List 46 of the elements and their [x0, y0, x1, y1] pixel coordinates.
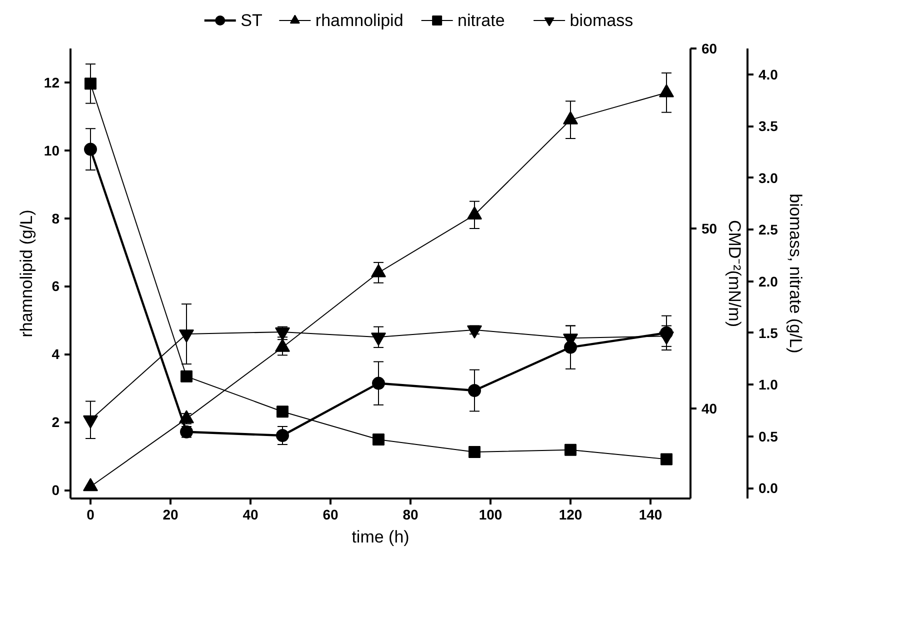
legend-label: biomass [570, 11, 634, 30]
y2-tick-label: 1.5 [758, 324, 778, 341]
y-tick-label: 0 [52, 482, 60, 498]
x-axis-title: time (h) [352, 528, 410, 546]
point [275, 338, 290, 352]
y2-tick-label: 2.0 [758, 273, 778, 290]
legend-label: nitrate [458, 11, 505, 30]
point [84, 142, 97, 156]
x-tick-label: 40 [242, 506, 258, 522]
y3-tick-label: 60 [702, 40, 718, 56]
point [83, 478, 98, 492]
x-tick-label: 140 [638, 506, 662, 522]
point [276, 429, 289, 442]
x-tick-label: 100 [478, 506, 502, 522]
x-tick-label: 80 [402, 506, 418, 522]
y3-tick-label: 40 [702, 400, 718, 416]
x-tick-label: 20 [162, 506, 178, 522]
y2-tick-label: 3.5 [758, 118, 778, 134]
point [563, 111, 578, 124]
y2-tick-label: 2.5 [758, 222, 778, 238]
legend-label: rhamnolipid [315, 11, 404, 30]
y-tick-label: 6 [52, 278, 60, 294]
y-tick-label: 10 [44, 142, 60, 158]
y2-tick-label: 3.0 [758, 170, 778, 186]
point [659, 84, 674, 98]
y-tick-label: 12 [44, 74, 60, 90]
y2-tick-label: 0.0 [758, 480, 778, 496]
point [371, 264, 386, 278]
point [467, 206, 482, 220]
y-tick-label: 2 [52, 414, 60, 430]
y-axis-title: rhamnolipid (g/L) [16, 210, 36, 338]
legend-label: ST [240, 11, 262, 30]
y-tick-label: 8 [52, 210, 60, 226]
x-tick-label: 0 [86, 506, 95, 522]
y3-tick-label: 50 [702, 220, 718, 236]
y2-tick-label: 0.5 [758, 428, 778, 444]
y2-tick-label: 4.0 [758, 66, 778, 82]
y2-tick-label: 1.0 [758, 376, 778, 393]
x-tick-label: 60 [322, 506, 338, 522]
y3-axis-title: CMD⁻²(mN/m) [725, 220, 744, 328]
y-tick-label: 4 [52, 346, 60, 362]
point [372, 376, 385, 390]
point [468, 384, 481, 397]
point [179, 410, 194, 424]
y2-axis-title: biomass, nitrate (g/L) [786, 194, 805, 354]
x-tick-label: 120 [558, 506, 582, 522]
